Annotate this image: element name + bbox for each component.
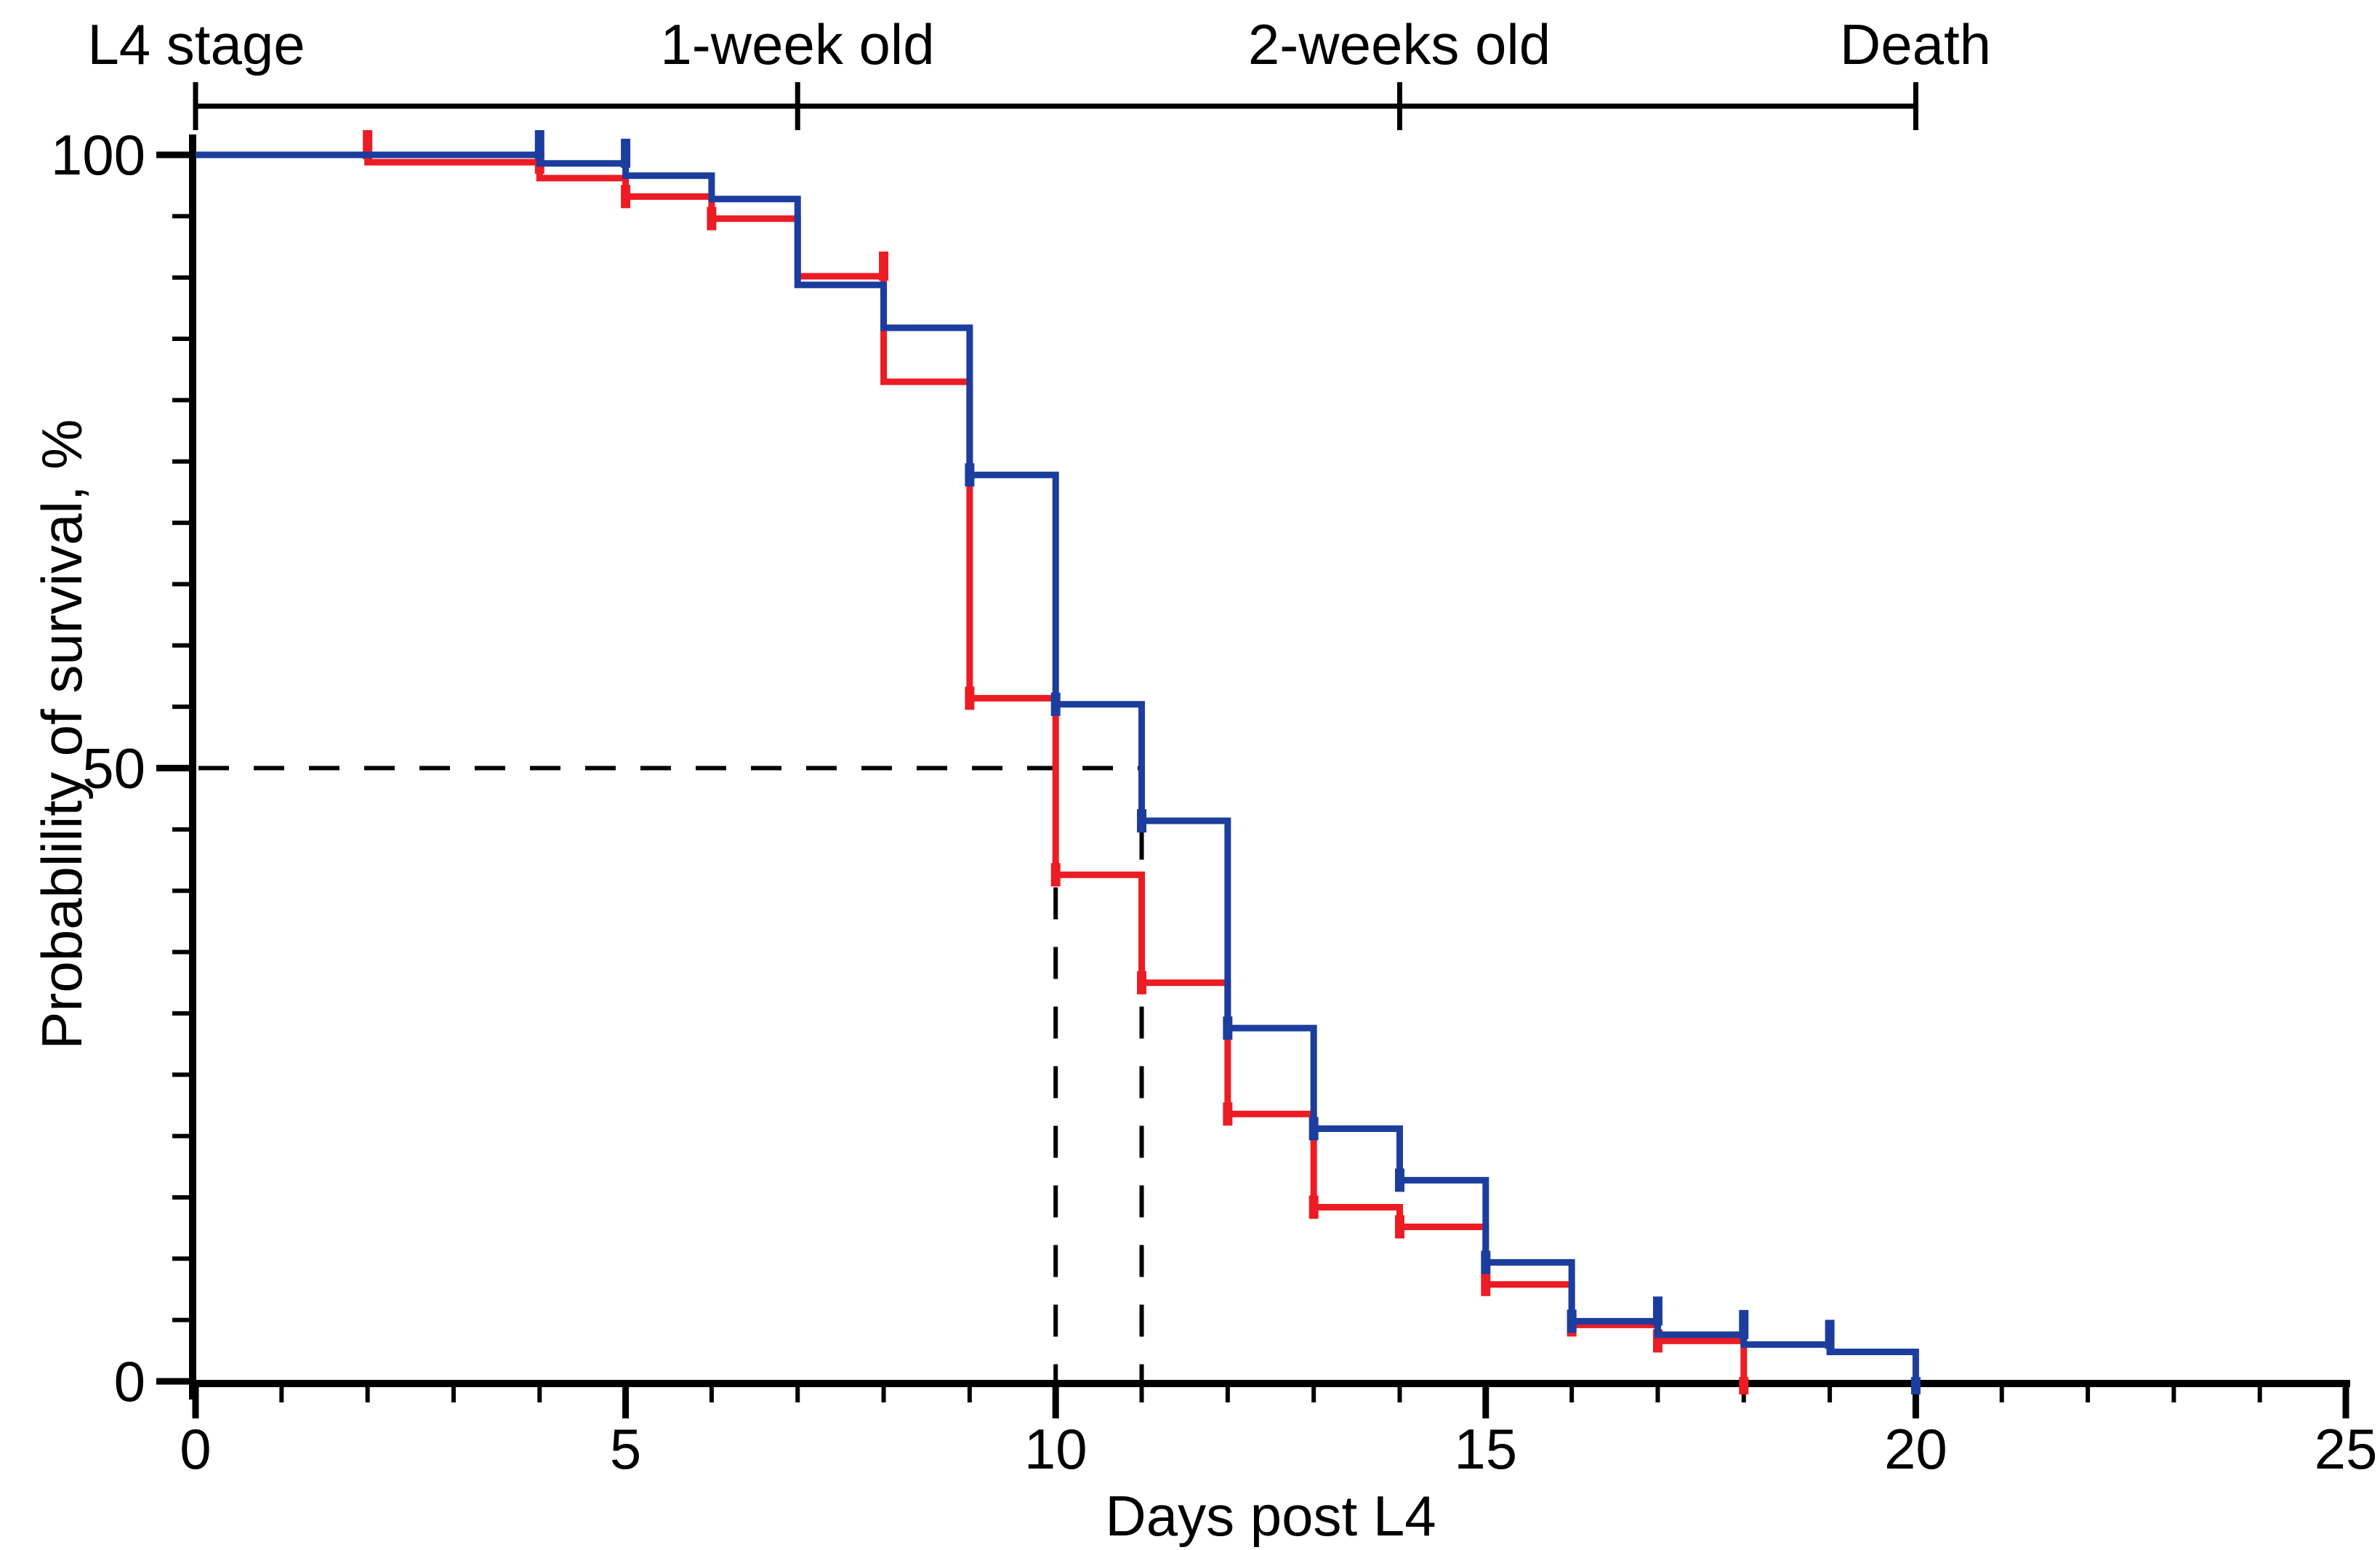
x-axis-title: Days post L4: [1105, 1484, 1436, 1548]
survival-curve-blue-group: [196, 151, 1919, 1381]
censor-mark-red-group-day-5: [621, 185, 631, 209]
x-tick-label-15: 15: [1454, 1417, 1517, 1481]
censor-mark-red-group-day-9: [965, 686, 975, 710]
timeline-axis: L4 stage 1-week old 2-weeks old Death: [87, 12, 1991, 130]
censor-tick-up-blue-group-day-4: [534, 130, 544, 159]
censor-mark-red-group-day-6: [707, 206, 717, 230]
timeline-label-l4-stage: L4 stage: [87, 12, 305, 76]
censor-mark-blue-group-day-14: [1394, 1168, 1404, 1192]
x-tick-label-0: 0: [180, 1417, 211, 1481]
censor-mark-blue-group-day-13: [1308, 1117, 1319, 1141]
y-tick-label-50: 50: [82, 736, 145, 800]
timeline-label-death: Death: [1840, 12, 1991, 76]
survival-curves: [196, 130, 1921, 1394]
y-axis-title: Probablility of survival, %: [30, 419, 94, 1050]
x-tick-label-10: 10: [1024, 1417, 1088, 1481]
x-tick-label-5: 5: [610, 1417, 641, 1481]
end-tick-down-red-group-day-18: [1739, 1377, 1749, 1394]
y-tick-label-100: 100: [51, 123, 145, 187]
median-guides: [198, 766, 1144, 1380]
x-tick-label-25: 25: [2315, 1417, 2378, 1481]
censor-mark-red-group-day-13: [1308, 1195, 1319, 1219]
x-tick-label-20: 20: [1884, 1417, 1947, 1481]
timeline-label-1-week: 1-week old: [660, 12, 934, 76]
censor-tick-up-red-group-day-8: [879, 252, 889, 281]
censor-mark-red-group-day-15: [1481, 1272, 1491, 1296]
y-tick-label-0: 0: [114, 1349, 145, 1413]
censor-mark-blue-group-day-15: [1481, 1250, 1491, 1274]
timeline-label-2-weeks: 2-weeks old: [1248, 12, 1551, 76]
censor-mark-red-group-day-12: [1223, 1102, 1233, 1126]
censor-tick-up-blue-group-day-19: [1825, 1320, 1835, 1349]
censor-mark-blue-group-day-9: [965, 463, 975, 487]
censor-mark-blue-group-day-12: [1223, 1016, 1233, 1040]
censor-mark-red-group-day-14: [1394, 1215, 1404, 1239]
axes: 0 50 100 0 5 10 15 20 25: [51, 123, 2378, 1481]
censor-mark-blue-group-day-11: [1137, 809, 1147, 833]
censor-tick-up-blue-group-day-18: [1739, 1309, 1749, 1339]
censor-tick-up-blue-group-day-17: [1652, 1296, 1663, 1326]
censor-mark-blue-group-day-10: [1050, 692, 1061, 716]
censor-mark-red-group-day-11: [1137, 971, 1147, 995]
censor-tick-up-blue-group-day-5: [621, 138, 631, 168]
censor-mark-blue-group-day-16: [1567, 1309, 1577, 1333]
end-tick-down-blue-group-day-20: [1910, 1377, 1921, 1394]
censor-mark-red-group-day-10: [1050, 863, 1061, 887]
